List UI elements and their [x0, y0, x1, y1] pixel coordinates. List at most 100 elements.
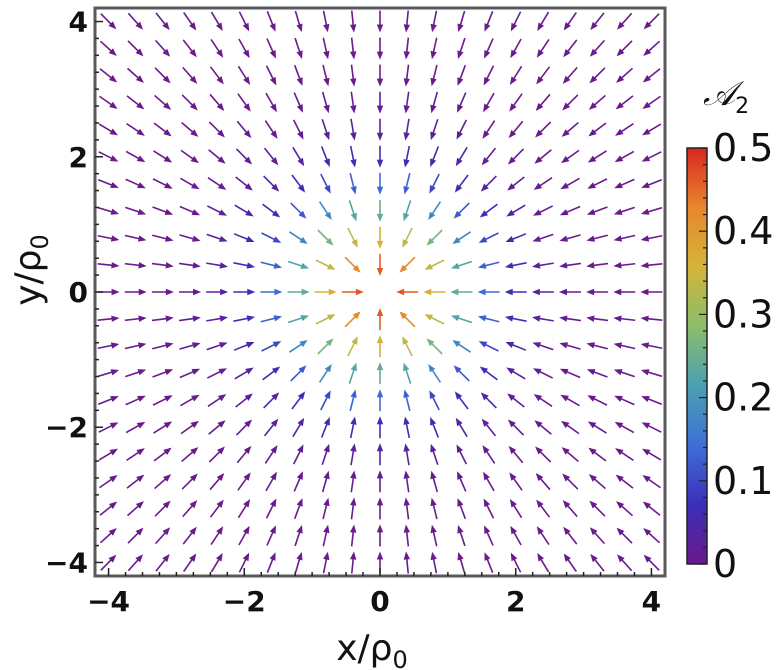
vector-arrow [99, 40, 117, 56]
vector-arrow [507, 419, 525, 436]
vector-arrow [349, 416, 357, 439]
vector-arrow [376, 253, 384, 276]
vector-arrow [260, 315, 283, 323]
vector-arrow [350, 91, 357, 114]
plot-area: −4 −2 0 2 4 −4 −2 0 2 4 [45, 6, 667, 618]
vector-arrow [505, 342, 527, 351]
vector-arrow [563, 39, 578, 58]
vector-arrow [456, 444, 468, 465]
vector-arrow [537, 11, 550, 31]
colorbar-tick-label: 0.3 [713, 292, 773, 336]
vector-arrow [477, 261, 500, 269]
vector-arrow [453, 202, 470, 219]
vector-arrow [640, 369, 663, 378]
vector-arrow [153, 150, 173, 163]
y-tick-label: −4 [45, 546, 88, 579]
vector-arrow [127, 554, 144, 572]
vector-arrow [430, 37, 438, 60]
vector-arrow [180, 149, 199, 164]
vector-arrow [403, 389, 411, 412]
vector-arrow [457, 10, 466, 33]
vector-arrow [321, 91, 330, 114]
vector-arrow [153, 447, 172, 462]
vector-arrow [209, 472, 225, 491]
vector-arrow [152, 395, 173, 406]
colorbar-tick-label: 0.2 [713, 376, 773, 420]
vector-arrow [97, 369, 120, 378]
vector-arrow [450, 288, 473, 296]
vector-arrow [457, 65, 467, 86]
y-axis-label-sub: 0 [26, 234, 54, 249]
vector-arrow [403, 362, 412, 384]
vector-arrow [403, 443, 410, 466]
vector-arrow [643, 40, 661, 56]
vector-arrow [264, 120, 278, 139]
vector-arrow [376, 416, 384, 439]
vector-arrow [182, 500, 198, 518]
vector-arrow [615, 474, 634, 489]
vector-arrow [457, 551, 466, 574]
vector-arrow [423, 288, 446, 296]
vector-arrow [233, 288, 256, 296]
vector-arrow [509, 65, 523, 85]
vector-arrow [614, 421, 635, 434]
vector-arrow [260, 261, 283, 269]
vector-arrow [287, 260, 310, 269]
vector-arrow [376, 145, 384, 168]
vector-arrow [179, 234, 201, 242]
vector-arrow [586, 315, 609, 322]
vector-arrow [587, 178, 608, 189]
vector-arrow [454, 174, 469, 193]
vector-arrow [642, 475, 661, 489]
vector-arrow [350, 470, 357, 493]
vector-arrow [480, 392, 497, 409]
vector-arrow [457, 92, 467, 113]
vector-arrow [349, 172, 357, 195]
vector-arrow [510, 11, 522, 32]
vector-arrow [206, 315, 228, 322]
vector-arrow [535, 472, 551, 491]
vector-arrow [560, 394, 580, 407]
vector-arrow [559, 342, 581, 350]
colorbar-tick-label: 0.5 [713, 126, 773, 170]
vector-arrow [561, 420, 580, 435]
vector-arrow [613, 315, 636, 322]
vector-arrow [430, 91, 439, 114]
vector-arrow [287, 288, 310, 296]
vector-arrow [559, 368, 581, 379]
vector-arrow [152, 178, 173, 189]
vector-arrow [613, 369, 635, 378]
vector-arrow [179, 368, 201, 379]
vector-arrow [480, 175, 497, 192]
vector-arrow [614, 150, 635, 163]
vector-arrow [563, 553, 577, 572]
vector-arrow [641, 178, 662, 188]
vector-arrow [430, 10, 438, 33]
vector-arrow [209, 66, 224, 85]
vector-arrow [403, 10, 411, 33]
vector-arrow [98, 448, 119, 461]
vector-arrow [151, 288, 174, 296]
vector-arrow [428, 363, 442, 383]
vector-arrow [320, 390, 331, 411]
vector-arrow [588, 94, 606, 110]
vector-arrow [376, 389, 384, 412]
vector-arrow [563, 12, 577, 31]
vector-arrow [206, 205, 227, 216]
vector-arrow [403, 470, 410, 493]
vector-arrow [206, 233, 228, 242]
vector-arrow [641, 151, 662, 162]
vector-arrow [616, 554, 633, 572]
vector-arrow [210, 38, 224, 58]
vector-arrow [320, 173, 331, 194]
vector-arrow [588, 447, 607, 462]
vector-arrow [424, 259, 445, 270]
vector-arrow [265, 498, 277, 519]
vector-arrow [154, 500, 171, 517]
vector-arrow [237, 499, 251, 519]
vector-arrow [321, 443, 330, 465]
y-tick-label: −2 [45, 411, 88, 444]
vector-arrow [262, 203, 281, 218]
vector-arrow [233, 262, 256, 269]
